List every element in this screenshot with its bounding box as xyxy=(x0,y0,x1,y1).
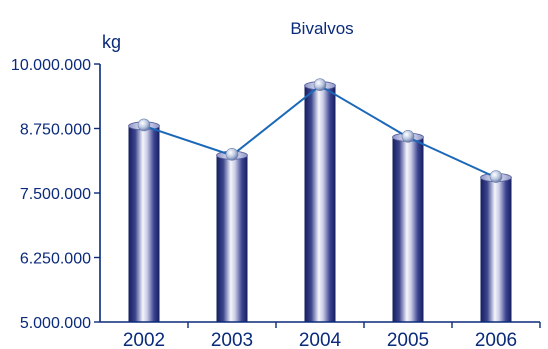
data-point-2003 xyxy=(225,148,239,161)
data-point-2002 xyxy=(137,118,151,132)
x-tick-group: 2002 2003 2004 2005 2006 xyxy=(123,322,541,349)
y-tick-label: 8.750.000 xyxy=(20,122,91,139)
bar-2004 xyxy=(304,81,336,322)
y-axis-unit-label: kg xyxy=(102,32,121,52)
x-tick-label: 2006 xyxy=(475,330,517,349)
bar-group xyxy=(128,81,512,322)
x-tick-label: 2004 xyxy=(299,330,342,349)
bar-2006 xyxy=(480,173,512,322)
bar-2002 xyxy=(128,121,160,322)
y-tick-label: 7.500.000 xyxy=(20,186,91,203)
data-point-2006 xyxy=(489,170,503,183)
trend-line-group xyxy=(137,78,503,183)
y-tick-group: 5.000.000 6.250.000 7.500.000 8.750.000 10.0… xyxy=(11,57,100,332)
bar-2003 xyxy=(216,150,248,322)
chart-title: Bivalvos xyxy=(290,19,353,38)
x-tick-label: 2002 xyxy=(123,330,165,349)
data-point-2005 xyxy=(401,129,415,143)
x-tick-label: 2005 xyxy=(387,330,429,349)
y-tick-label: 10.000.000 xyxy=(11,57,91,74)
x-tick-label: 2003 xyxy=(211,330,253,349)
y-tick-label: 5.000.000 xyxy=(20,315,91,332)
y-tick-label: 6.250.000 xyxy=(20,251,91,268)
data-point-2004 xyxy=(313,78,327,91)
bar-2005 xyxy=(392,132,424,322)
